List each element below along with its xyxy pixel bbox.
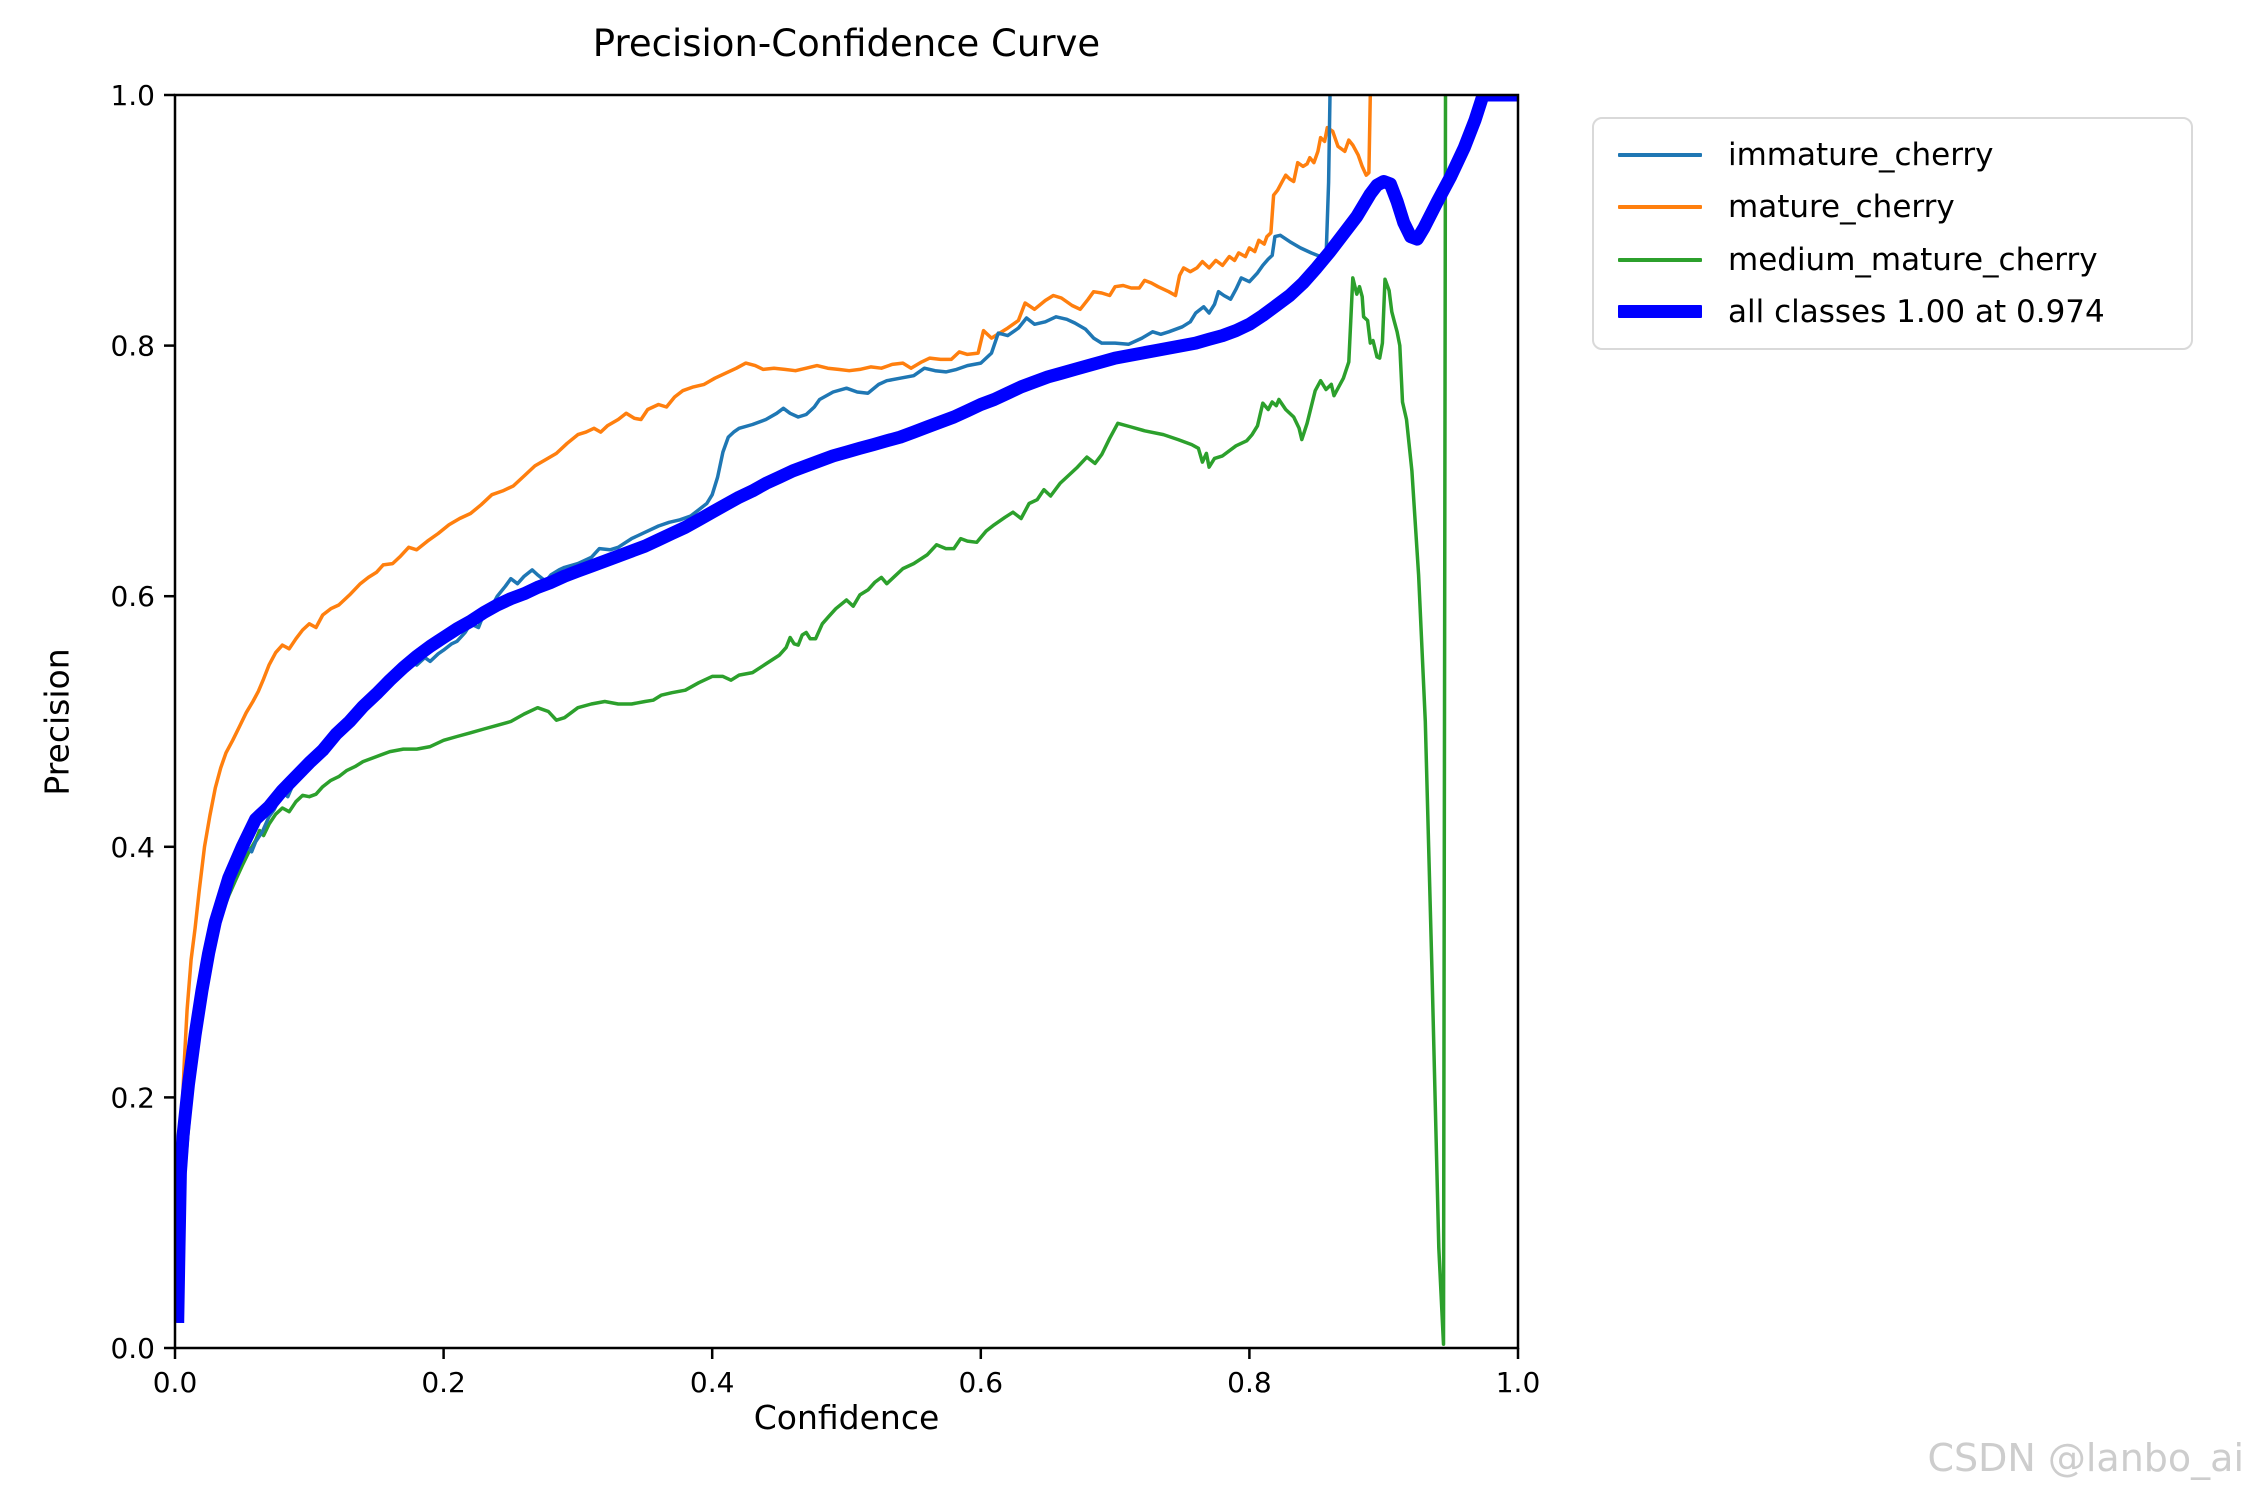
legend-line-sample-icon (1618, 153, 1702, 158)
x-tick-label: 0.8 (1227, 1366, 1272, 1399)
y-tick-label: 1.0 (110, 79, 155, 112)
legend-box: immature_cherry mature_cherry medium_mat… (1592, 117, 2193, 350)
plot-border (173, 93, 1520, 1350)
legend-item-label: all classes 1.00 at 0.974 (1728, 293, 2105, 330)
x-tick-label: 0.0 (153, 1366, 198, 1399)
y-tick-label: 0.0 (110, 1332, 155, 1365)
x-tick-label: 1.0 (1496, 1366, 1541, 1399)
y-axis-label: Precision (37, 648, 77, 796)
y-tick-label: 0.6 (110, 580, 155, 613)
legend-item-label: mature_cherry (1728, 189, 1955, 226)
series-line-all-classes-1-00-at-0-974 (175, 95, 1518, 1324)
legend-item-label: medium_mature_cherry (1728, 241, 2098, 278)
x-axis-label: Confidence (753, 1398, 940, 1437)
legend-line-sample-icon (1618, 257, 1702, 262)
legend-item-all-classes: all classes 1.00 at 0.974 (1594, 294, 2191, 330)
legend-line-sample-icon (1618, 305, 1702, 319)
x-tick-label: 0.6 (959, 1366, 1004, 1399)
x-tick-label: 0.2 (421, 1366, 466, 1399)
legend-line-sample-icon (1618, 205, 1702, 210)
y-tick-label: 0.4 (110, 831, 155, 864)
y-tick-label: 0.2 (110, 1081, 155, 1114)
chart-title: Precision-Confidence Curve (592, 22, 1101, 65)
legend-item-label: immature_cherry (1728, 137, 1994, 174)
y-tick-label: 0.8 (110, 330, 155, 363)
legend-item-medium-mature-cherry: medium_mature_cherry (1594, 242, 2191, 278)
series-line-mature-cherry (177, 95, 1373, 1323)
series-line-medium-mature-cherry (177, 95, 1448, 1346)
watermark-text: CSDN @lanbo_ai (1927, 1436, 2244, 1480)
series-line-immature-cherry (177, 95, 1332, 1323)
legend-item-immature-cherry: immature_cherry (1594, 137, 2191, 173)
x-tick-label: 0.4 (690, 1366, 735, 1399)
legend-item-mature-cherry: mature_cherry (1594, 189, 2191, 225)
